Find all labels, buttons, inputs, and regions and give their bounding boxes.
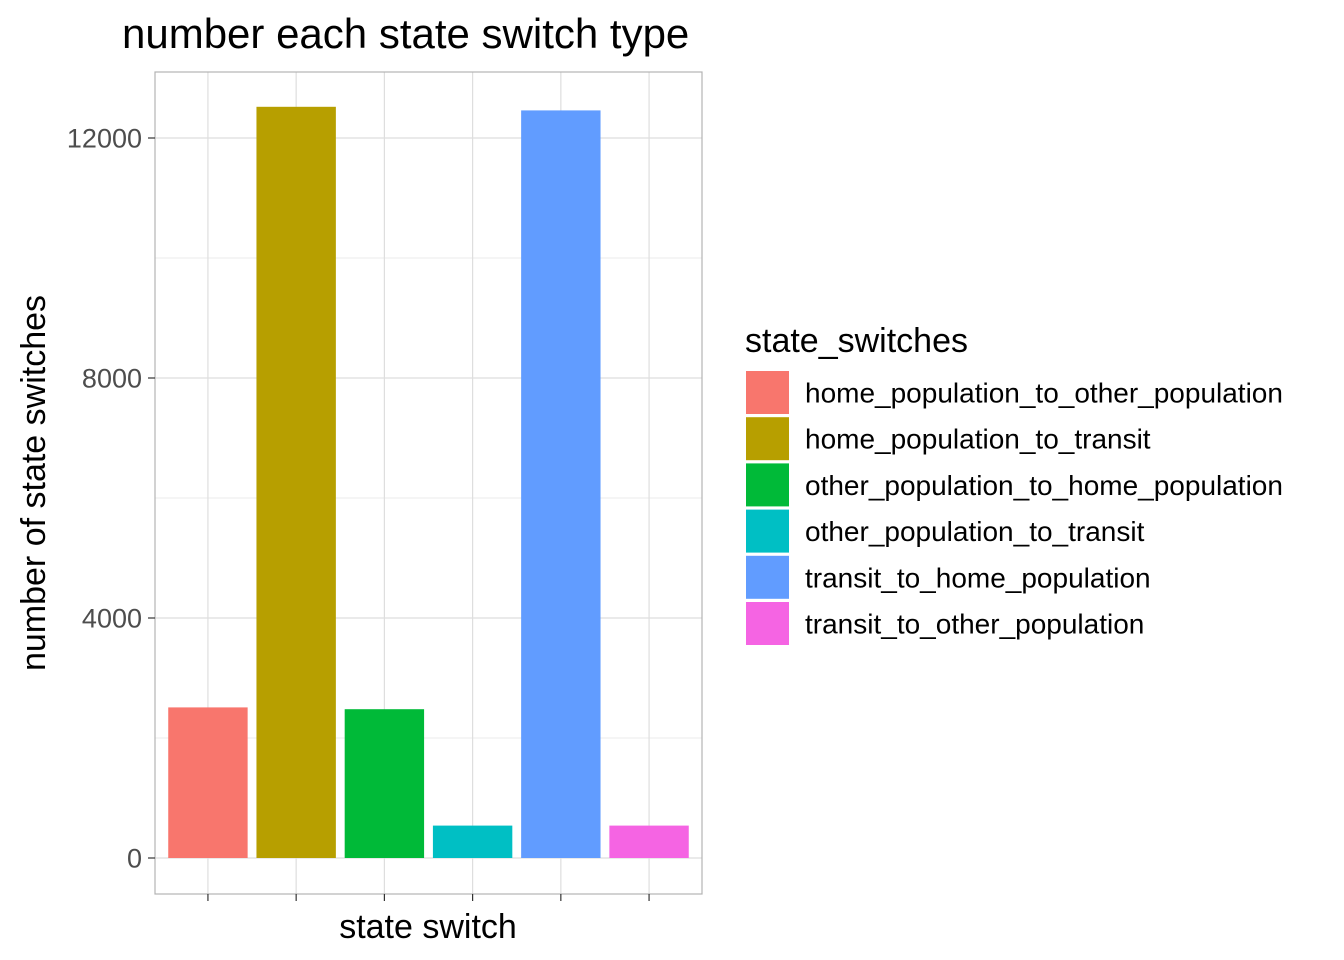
legend-key-transit-to-other-population: [746, 602, 789, 645]
legend-label: home_population_to_other_population: [805, 378, 1283, 409]
legend-key-other-population-to-home-population: [746, 463, 789, 507]
legend-key-transit-to-home-population: [746, 555, 789, 599]
legend-key-home-population-to-other-population: [746, 371, 789, 414]
bar-transit-to-home-population: [521, 110, 601, 858]
x-axis-title: state switch: [339, 908, 517, 946]
legend-label: transit_to_other_population: [805, 609, 1144, 640]
plot-border: [154, 71, 703, 895]
legend-label: home_population_to_transit: [805, 424, 1151, 455]
y-tick-label: 8000: [82, 364, 142, 394]
bar-other-population-to-transit: [432, 825, 513, 858]
bar-transit-to-other-population: [609, 825, 689, 858]
y-tick-label: 0: [127, 844, 142, 874]
legend-key-home-population-to-transit: [746, 417, 789, 461]
chart-title: number each state switch type: [122, 10, 689, 57]
legend-items: home_population_to_other_population home_…: [746, 371, 1283, 645]
y-tick-label: 4000: [82, 604, 142, 634]
legend-label: other_population_to_home_population: [805, 470, 1283, 501]
bars: [168, 106, 689, 859]
y-tick-label: 12000: [67, 124, 142, 154]
legend-key-other-population-to-transit: [746, 509, 789, 553]
legend: state_switches home_population_to_other_…: [745, 322, 1283, 645]
bar-home-population-to-other-population: [168, 707, 248, 858]
y-axis-title: number of state switches: [15, 295, 53, 671]
legend-label: other_population_to_transit: [805, 516, 1145, 547]
legend-label: transit_to_home_population: [805, 562, 1151, 593]
plot-area: 0 4000 8000 12000: [67, 71, 703, 901]
bar-home-population-to-transit: [256, 106, 336, 859]
bar-other-population-to-home-population: [344, 709, 425, 858]
axis-ticks: 0 4000 8000 12000: [67, 124, 650, 901]
legend-title: state_switches: [745, 322, 968, 360]
